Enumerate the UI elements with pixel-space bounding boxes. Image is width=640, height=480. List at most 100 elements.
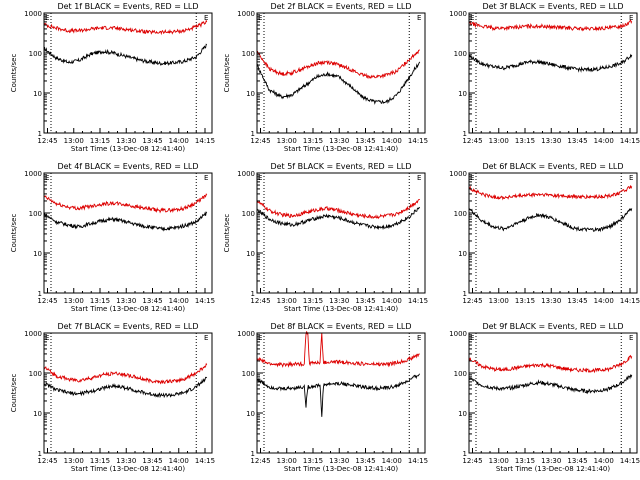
plot-frame [468,12,638,134]
panel-6: Det 6f BLACK = Events, RED = LLD 1 10 100 10… [449,162,640,305]
x-tick-label: 13:45 [355,457,375,465]
corner-mark-right: E [417,174,421,182]
panel-title: Det 8f BLACK = Events, RED = LLD [270,322,411,331]
x-tick-label: 13:15 [515,137,535,145]
x-tick-label: 13:00 [277,297,297,305]
x-tick-label: 14:15 [195,457,215,465]
x-tick-label: 13:30 [541,457,561,465]
x-tick-label: 13:45 [567,297,587,305]
y-tick-label: 1000 [449,10,467,18]
panel-title: Det 2f BLACK = Events, RED = LLD [270,2,411,11]
x-tick-label: 13:00 [64,137,84,145]
x-axis-label: Start Time (13-Dec-08 12:41:40) [71,465,185,473]
y-tick-label: 10 [246,90,255,98]
corner-mark-left: E [45,174,49,182]
x-tick-label: 12:45 [37,297,57,305]
x-tick-label: 13:15 [90,137,110,145]
y-tick-label: 100 [454,50,467,58]
y-tick-label: 1000 [24,330,42,338]
y-tick-label: 10 [458,410,467,418]
panel-3: Det 3f BLACK = Events, RED = LLD 1 10 100 10… [449,2,640,145]
corner-mark-left: E [45,334,49,342]
plot-frame [468,332,638,454]
x-tick-label: 13:15 [303,137,323,145]
lld-series [43,19,208,36]
x-tick-label: 13:45 [355,297,375,305]
x-tick-label: 13:15 [303,457,323,465]
x-tick-label: 13:00 [277,137,297,145]
y-tick-label: 100 [242,370,255,378]
y-tick-label: 1 [38,450,42,458]
panel-7: Det 7f BLACK = Events, RED = LLD 1 10 100 10… [10,322,215,473]
x-tick-label: 13:30 [116,137,136,145]
y-tick-label: 1 [251,450,255,458]
corner-mark-left: E [258,14,262,22]
x-tick-label: 13:30 [329,457,349,465]
y-tick-label: 10 [458,90,467,98]
corner-mark-left: E [258,174,262,182]
corner-mark-right: E [204,174,208,182]
x-tick-label: 13:15 [303,297,323,305]
y-tick-label: 100 [242,210,255,218]
x-tick-label: 13:45 [142,457,162,465]
x-tick-label: 14:15 [620,457,640,465]
x-tick-label: 13:15 [515,297,535,305]
panel-title: Det 5f BLACK = Events, RED = LLD [270,162,411,171]
x-tick-label: 14:00 [169,137,189,145]
x-tick-label: 13:00 [64,457,84,465]
x-tick-label: 14:00 [169,457,189,465]
x-tick-label: 14:00 [594,457,614,465]
plot-frame [256,172,426,294]
plot-frame [43,332,213,454]
x-tick-label: 13:15 [90,297,110,305]
x-tick-label: 14:15 [408,297,428,305]
y-tick-label: 1000 [24,170,42,178]
panel-title: Det 9f BLACK = Events, RED = LLD [482,322,623,331]
plot-frame [468,172,638,294]
y-tick-label: 10 [458,250,467,258]
x-tick-label: 13:15 [90,457,110,465]
y-tick-label: 100 [242,50,255,58]
y-tick-label: 10 [33,410,42,418]
x-tick-label: 14:00 [382,297,402,305]
y-tick-label: 1000 [237,10,255,18]
x-tick-label: 14:00 [594,137,614,145]
x-tick-label: 13:30 [541,297,561,305]
y-tick-label: 10 [33,250,42,258]
x-tick-label: 13:45 [567,457,587,465]
y-tick-label: 100 [29,210,42,218]
corner-mark-left: E [45,14,49,22]
lld-series [468,19,633,32]
x-axis-label: Start Time (13-Dec-08 12:41:40) [71,145,185,153]
y-tick-label: 1 [38,290,42,298]
panel-title: Det 4f BLACK = Events, RED = LLD [57,162,198,171]
y-tick-label: 100 [454,370,467,378]
x-tick-label: 12:45 [462,137,482,145]
panel-9: Det 9f BLACK = Events, RED = LLD 1 10 100 10… [449,322,640,473]
x-tick-label: 12:45 [250,297,270,305]
y-tick-label: 10 [246,410,255,418]
x-tick-label: 12:45 [462,297,482,305]
y-tick-label: 10 [33,90,42,98]
x-tick-label: 13:45 [142,297,162,305]
y-tick-label: 100 [29,50,42,58]
panel-4: Det 4f BLACK = Events, RED = LLD 1 10 100 10… [10,162,215,313]
x-tick-label: 13:30 [116,297,136,305]
y-axis-label: Counts/sec [10,54,18,93]
lld-series [43,362,208,385]
panel-title: Det 7f BLACK = Events, RED = LLD [57,322,198,331]
y-tick-label: 100 [454,210,467,218]
y-tick-label: 1000 [449,330,467,338]
x-tick-label: 12:45 [462,457,482,465]
x-tick-label: 12:45 [37,457,57,465]
x-tick-label: 14:15 [620,297,640,305]
corner-mark-right: E [417,334,421,342]
plot-frame [43,12,213,134]
y-tick-label: 1 [463,450,467,458]
x-axis-label: Start Time (13-Dec-08 12:41:40) [284,145,398,153]
x-axis-label: Start Time (13-Dec-08 12:41:40) [284,465,398,473]
panel-2: Det 2f BLACK = Events, RED = LLD 1 10 100 10… [223,2,428,153]
x-tick-label: 12:45 [37,137,57,145]
panel-title: Det 3f BLACK = Events, RED = LLD [482,2,623,11]
